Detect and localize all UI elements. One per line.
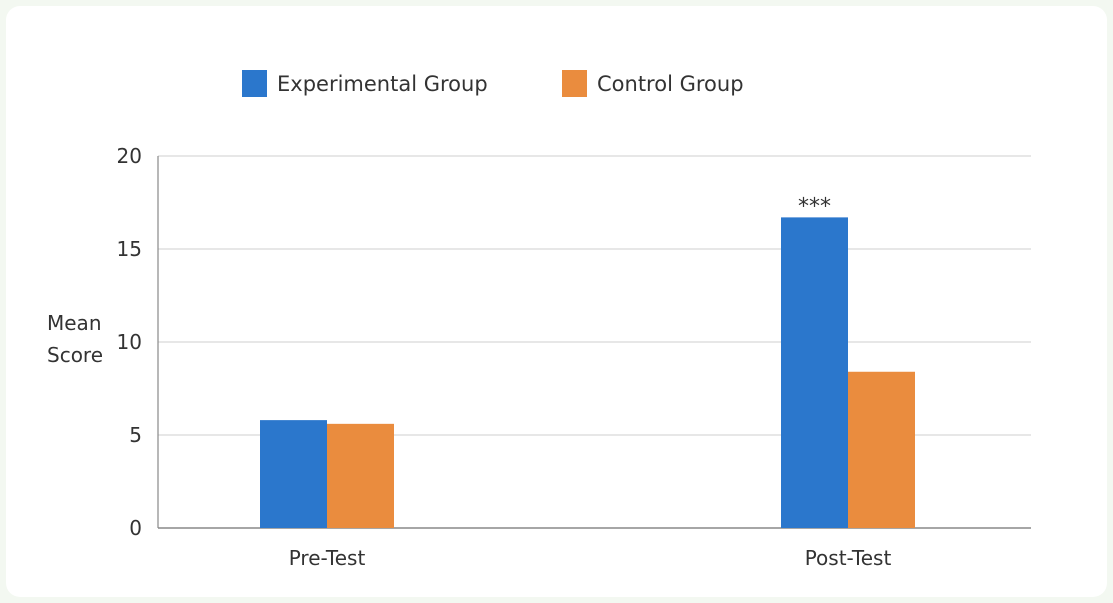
bars [260,217,915,528]
y-axis-label-line-2: Score [47,343,103,367]
y-axis-label: Mean Score [47,311,103,367]
bar-post-test-experimental-group [781,217,848,528]
x-axis-labels: Pre-Test Post-Test [289,546,892,570]
significance-annotation: *** [798,194,831,219]
chart-card [6,6,1107,597]
y-axis-label-line-1: Mean [47,311,102,335]
legend-label: Experimental Group [277,72,488,96]
y-tick-label: 15 [117,237,142,261]
bar-post-test-control-group [848,371,915,528]
y-tick-label: 10 [117,330,142,354]
y-tick-label: 20 [117,144,142,168]
y-axis-ticks: 0 5 10 15 20 [117,144,142,540]
y-tick-label: 0 [129,516,142,540]
annotations: *** [798,194,831,219]
y-tick-label: 5 [129,423,142,447]
legend-swatch [562,70,587,97]
bar-pre-test-control-group [327,423,394,528]
bar-pre-test-experimental-group [260,420,327,528]
legend-swatch [242,70,267,97]
x-category-label: Pre-Test [289,546,366,570]
legend-label: Control Group [597,72,744,96]
x-category-label: Post-Test [805,546,892,570]
legend: Experimental Group Control Group [242,70,744,97]
